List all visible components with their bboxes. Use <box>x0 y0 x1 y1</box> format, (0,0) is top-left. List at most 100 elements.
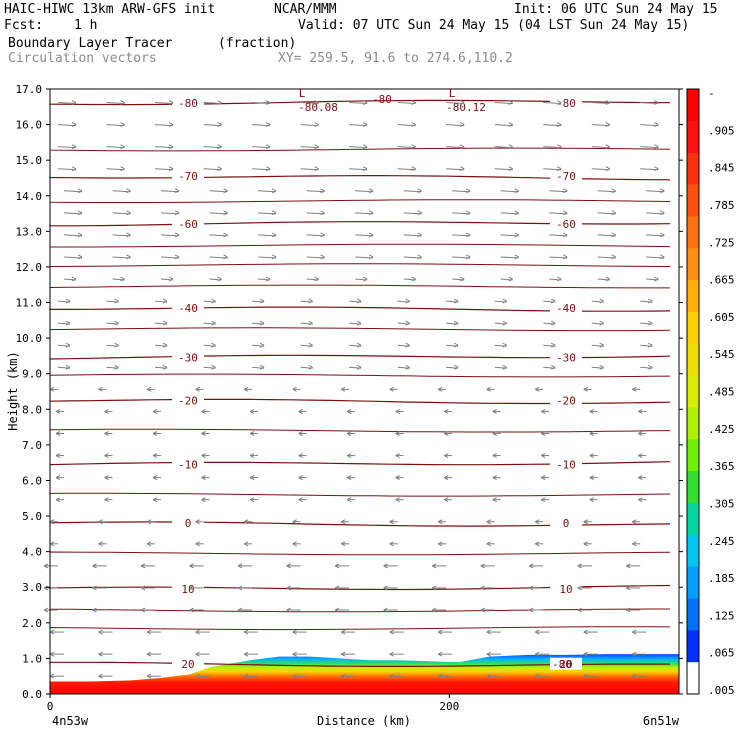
vector-arrow <box>355 210 374 216</box>
vector-arrow <box>638 408 647 414</box>
vector-arrow <box>334 607 350 613</box>
y-tick-label: 4.0 <box>22 546 42 559</box>
vector-arrow <box>355 254 374 260</box>
vector-arrow <box>543 320 556 326</box>
vector-arrow <box>589 475 598 481</box>
vector-arrow <box>349 144 368 150</box>
vector-arrow <box>154 298 168 304</box>
vector-arrow <box>540 453 550 459</box>
vector-arrow <box>494 342 507 348</box>
vector-arrow <box>389 673 404 679</box>
vector-arrow <box>543 100 562 105</box>
colorbar-swatch <box>687 375 699 408</box>
vector-arrow <box>140 563 156 569</box>
vector-arrow <box>161 232 180 238</box>
vector-arrow <box>403 254 422 260</box>
vector-arrow <box>112 210 131 216</box>
contour-label-bg <box>172 218 204 231</box>
vector-arrow <box>589 431 598 436</box>
vector-arrow <box>98 386 107 392</box>
colorbar-swatch <box>687 534 699 568</box>
vector-arrow <box>494 298 507 304</box>
vector-arrow <box>443 408 453 414</box>
vector-arrow <box>49 673 64 679</box>
vector-arrow <box>528 585 544 591</box>
vector-arrow <box>446 364 459 370</box>
vector-arrow <box>403 232 422 238</box>
vector-arrow <box>543 364 556 370</box>
y-tick-label: 6.0 <box>22 474 42 487</box>
forecast-value: 1 h <box>74 18 98 33</box>
vector-arrow <box>300 364 313 370</box>
vector-arrow <box>340 673 356 679</box>
vector-arrow <box>646 188 665 194</box>
vector-arrow <box>500 210 519 216</box>
colorbar-labels: - .905 .845 .785 .725 .665 .605 .545 .485 .425 .36… <box>708 87 735 697</box>
vector-arrow <box>640 144 659 150</box>
colorbar-swatch <box>687 662 699 695</box>
vector-arrow <box>140 607 156 613</box>
vector-arrow <box>300 166 319 172</box>
vector-arrow <box>383 563 398 569</box>
vector-arrow <box>55 431 64 436</box>
contour-label: -60 <box>556 218 576 231</box>
vector-arrow <box>446 144 465 150</box>
vector-arrow <box>258 210 277 216</box>
vector-arrow <box>63 232 83 238</box>
vector-arrow <box>112 232 131 238</box>
vector-arrow <box>161 254 180 260</box>
contour-label-bg <box>172 517 204 530</box>
vector-arrow <box>306 210 325 216</box>
vector-arrow <box>300 342 313 348</box>
vector-arrow <box>403 276 416 282</box>
vector-arrow <box>112 254 131 260</box>
contour-label: 10 <box>559 583 572 596</box>
vector-arrow <box>492 431 501 436</box>
contour-line <box>49 428 671 433</box>
contour-label: -20 <box>556 394 576 407</box>
contour-line <box>49 373 671 378</box>
vector-arrow <box>597 188 616 194</box>
vector-arrow <box>446 342 459 348</box>
vector-arrow <box>55 408 64 414</box>
vector-arrow <box>98 673 113 679</box>
vector-arrow <box>591 166 610 172</box>
vector-arrow <box>249 408 259 414</box>
vector-arrow <box>389 386 398 392</box>
vector-arrow <box>209 188 228 194</box>
contour-line <box>49 263 671 268</box>
vector-arrow <box>583 629 598 635</box>
vector-arrow <box>252 320 265 326</box>
vector-arrow <box>480 607 495 613</box>
vector-arrow <box>252 364 265 370</box>
vector-arrow <box>334 585 350 591</box>
vector-arrow <box>583 519 592 525</box>
vector-arrow <box>258 232 277 238</box>
vector-arrow <box>209 254 228 260</box>
contour-line <box>49 327 671 332</box>
plot-frame <box>49 88 680 695</box>
vector-arrow <box>243 519 253 525</box>
vector-arrow <box>626 563 641 569</box>
vector-arrow <box>154 342 168 348</box>
contour-line <box>49 551 671 556</box>
vector-arrow <box>494 166 513 172</box>
vector-arrow <box>201 453 210 459</box>
vector-arrow <box>397 100 416 105</box>
vector-arrow <box>112 276 125 282</box>
vector-arrow <box>55 497 64 503</box>
vector-arrow <box>160 276 174 282</box>
colorbar-label: .125 <box>708 609 735 622</box>
vector-arrow <box>397 364 410 370</box>
vector-arrow <box>252 144 271 150</box>
vector-arrow <box>543 342 556 348</box>
vector-arrow <box>638 497 647 503</box>
colorbar-label: .065 <box>708 647 735 660</box>
vector-arrow <box>494 144 513 150</box>
vector-arrow <box>104 408 113 414</box>
colorbar-swatch <box>687 89 699 122</box>
contour-label: -60 <box>178 218 198 231</box>
contour-line <box>49 199 671 203</box>
vector-arrow <box>431 607 447 613</box>
